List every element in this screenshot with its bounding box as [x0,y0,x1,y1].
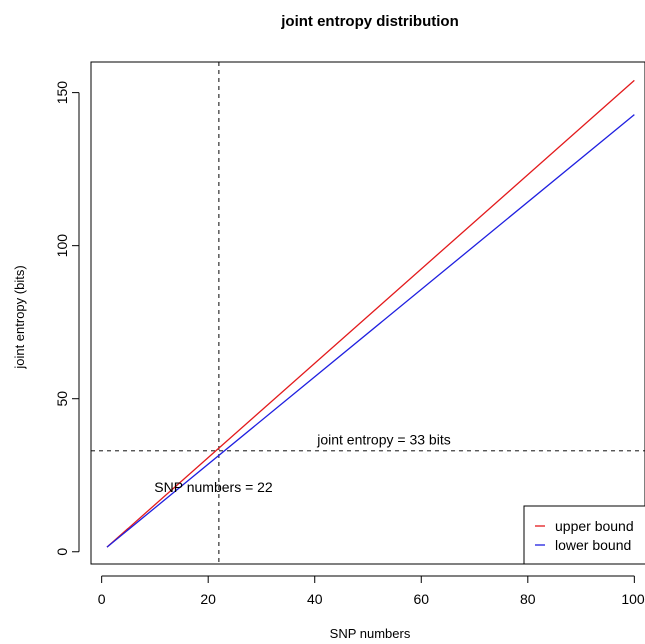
y-axis-label: joint entropy (bits) [12,265,27,369]
series-line-lower-bound [106,114,635,548]
legend-label: upper bound [555,518,634,534]
y-tick-label: 150 [54,81,70,105]
plot-frame [90,61,645,565]
series-line-upper-bound [106,79,635,548]
y-tick-label: 0 [54,548,70,556]
plot-area: joint entropy = 33 bits SNP numbers = 22 [91,62,645,564]
legend: upper bound lower bound [523,505,645,565]
x-tick-label: 0 [98,591,106,607]
legend-label: lower bound [555,537,631,553]
axes: 0 20 40 60 80 100 0 50 100 150 [54,61,645,607]
x-axis-label: SNP numbers [330,626,411,641]
y-tick-label: 50 [54,391,70,407]
annotation-1: SNP numbers = 22 [154,479,273,495]
x-tick-label: 100 [621,591,645,607]
x-tick-label: 40 [307,591,323,607]
legend-box [523,505,645,565]
x-tick-label: 20 [200,591,216,607]
chart-title: joint entropy distribution [280,13,458,30]
annotation-0: joint entropy = 33 bits [316,432,450,448]
x-tick-label: 80 [520,591,536,607]
x-tick-label: 60 [413,591,429,607]
y-tick-label: 100 [54,234,70,258]
